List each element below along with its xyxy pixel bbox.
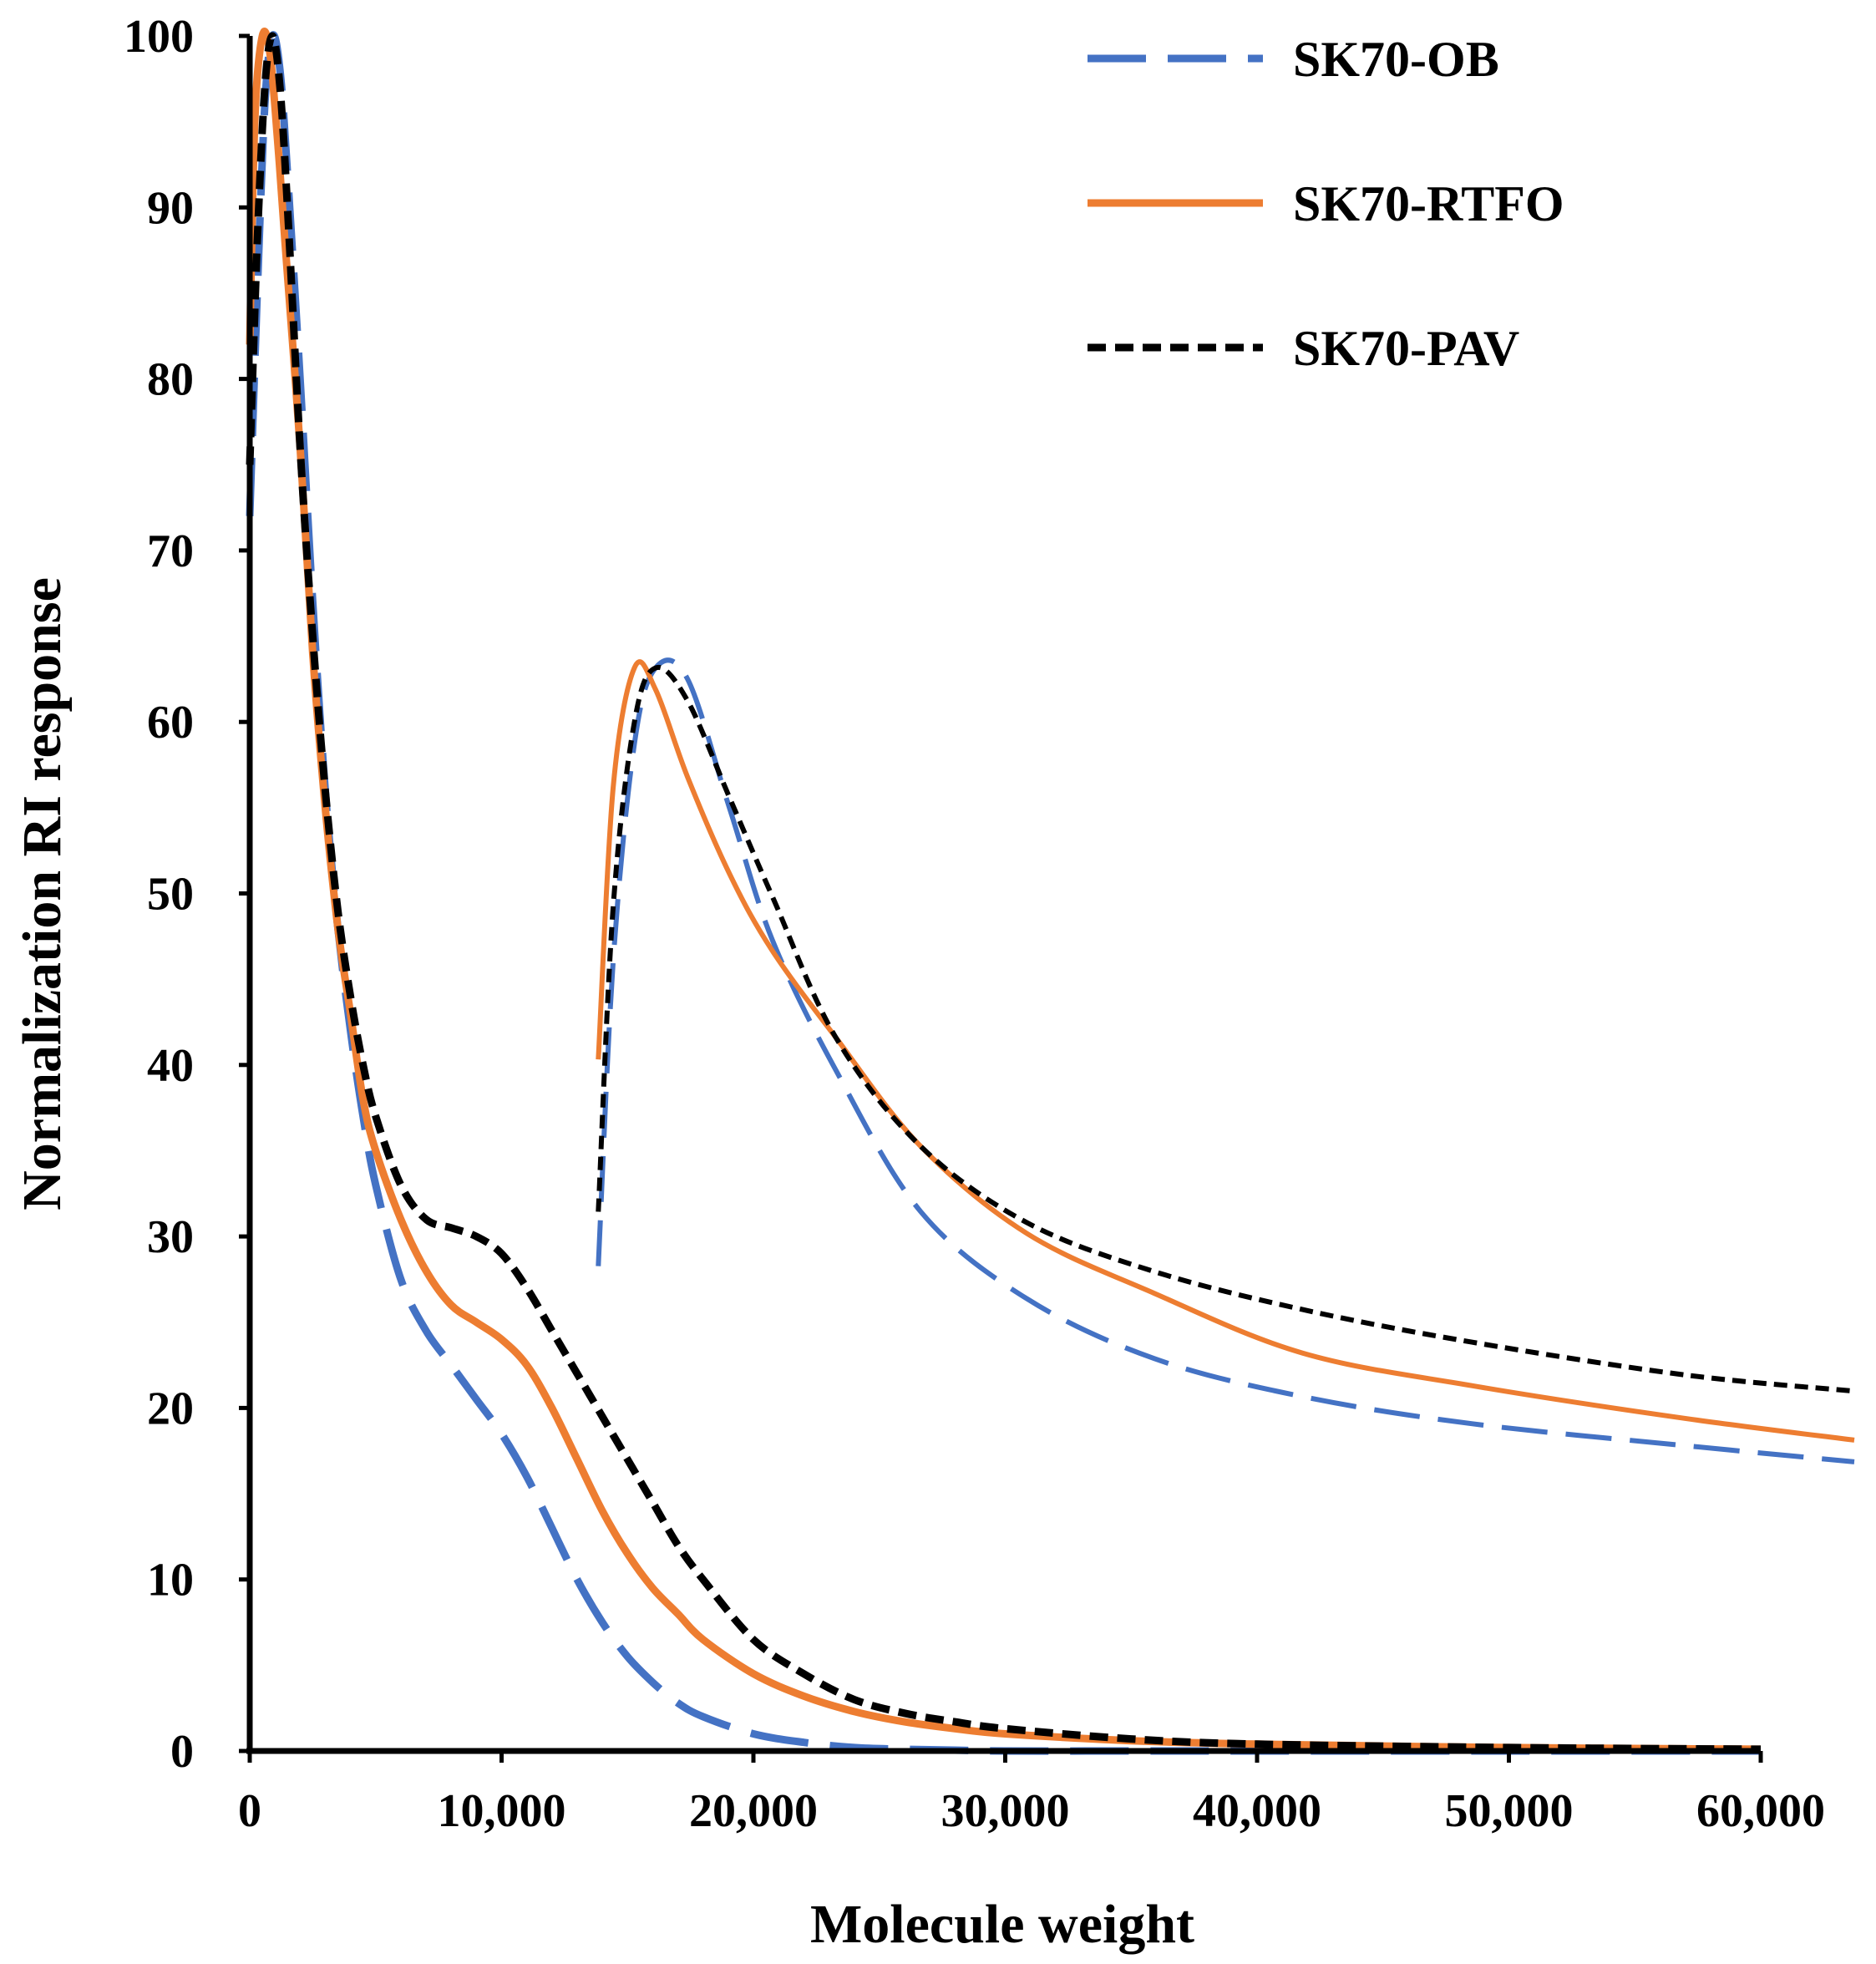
legend: SK70-OB SK70-RTFO SK70-PAV	[1088, 32, 1564, 376]
x-tick-label: 0	[238, 1785, 261, 1837]
x-tick-label: 30,000	[941, 1785, 1070, 1837]
legend-label: SK70-RTFO	[1293, 176, 1564, 231]
y-tick-label: 30	[147, 1211, 194, 1263]
y-tick-label: 40	[147, 1040, 194, 1092]
x-ticks: 0 10,000 20,000 30,000 40,000 50,000 60,000	[238, 1751, 1825, 1837]
y-tick-label: 90	[147, 182, 194, 234]
y-ticks: 0 10 20 30 40 50 60 70 80 90 100	[124, 11, 250, 1778]
y-tick-label: 100	[124, 11, 194, 63]
inset-lines	[596, 657, 1855, 1464]
x-tick-label: 40,000	[1193, 1785, 1321, 1837]
y-tick-label: 50	[147, 869, 194, 921]
legend-label: SK70-PAV	[1293, 321, 1519, 376]
y-tick-label: 70	[147, 525, 194, 577]
series-line-sk70-pav	[246, 32, 1762, 1753]
y-axis-label: Normalization RI response	[12, 577, 73, 1210]
inset-line-sk70-rtfo	[596, 659, 1855, 1443]
series-line-sk70-rtfo	[246, 28, 1762, 1753]
y-tick-label: 60	[147, 697, 194, 749]
y-tick-label: 20	[147, 1383, 194, 1434]
y-tick-label: 10	[147, 1555, 194, 1606]
plot-lines	[246, 28, 1762, 1755]
series-line-sk70-ob	[246, 31, 1761, 1755]
x-tick-label: 10,000	[438, 1785, 566, 1837]
x-axis-label: Molecule weight	[810, 1894, 1194, 1955]
x-tick-label: 20,000	[689, 1785, 818, 1837]
x-tick-label: 60,000	[1696, 1785, 1825, 1837]
x-tick-label: 50,000	[1445, 1785, 1574, 1837]
inset-line-sk70-ob	[596, 657, 1855, 1464]
y-tick-label: 80	[147, 354, 194, 406]
legend-label: SK70-OB	[1293, 32, 1499, 87]
inset-line-sk70-pav	[596, 664, 1855, 1394]
y-tick-label: 0	[170, 1726, 194, 1778]
